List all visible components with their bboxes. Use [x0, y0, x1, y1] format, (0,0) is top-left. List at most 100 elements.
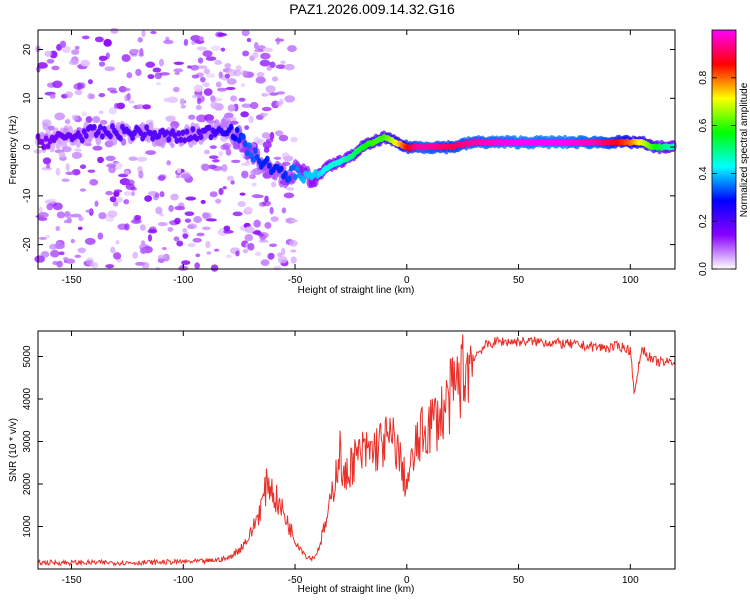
spectrogram-noise-blob — [105, 190, 114, 196]
spectrogram-ridge-cell — [142, 131, 148, 139]
spectrogram-noise-blob — [261, 132, 271, 139]
spectrogram-noise-blob — [215, 81, 222, 88]
spectrogram-noise-blob — [130, 219, 142, 224]
spectrogram-ridge-cell — [180, 129, 186, 136]
spectrogram-noise-blob — [193, 216, 203, 224]
spectrogram-noise-blob — [209, 191, 218, 198]
spectrogram-y-tick-label: 10 — [22, 92, 33, 104]
spectrogram-noise-blob — [37, 217, 48, 221]
spectrogram-noise-blob — [85, 209, 93, 213]
spectrogram-noise-blob — [281, 207, 287, 214]
spectrogram-noise-blob — [103, 38, 112, 47]
spectrogram-noise-blob — [247, 242, 255, 251]
spectrogram-noise-blob — [268, 92, 279, 96]
spectrogram-ridge-cell — [244, 149, 250, 157]
spectrogram-ridge-cell — [83, 132, 89, 139]
spectrogram-noise-blob — [139, 247, 147, 255]
spectrogram-noise-blob — [180, 104, 187, 109]
spectrogram-noise-blob — [140, 240, 146, 247]
spectrogram-marks — [33, 27, 677, 272]
snr-x-tick-label: -50 — [288, 575, 303, 586]
spectrogram-noise-blob — [237, 200, 246, 208]
spectrogram-noise-blob — [144, 195, 153, 202]
spectrogram-noise-blob — [161, 247, 167, 251]
spectrogram-ridge-cell — [266, 162, 272, 169]
spectrogram-noise-blob — [227, 104, 236, 112]
spectrogram-ridge-cell — [250, 156, 256, 163]
spectrogram-frame — [37, 29, 676, 270]
spectrogram-noise-blob — [214, 59, 223, 65]
spectrogram-noise-blob — [113, 189, 123, 193]
spectrogram-noise-blob — [278, 134, 289, 142]
spectrogram-noise-blob — [201, 163, 210, 172]
spectrogram-noise-blob — [200, 199, 206, 204]
spectrogram-noise-blob — [109, 90, 118, 94]
spectrogram-noise-blob — [209, 145, 217, 150]
spectrogram-noise-blob — [200, 76, 206, 83]
spectrogram-ridge-cell — [166, 136, 172, 143]
spectrogram-noise-blob — [210, 45, 221, 51]
spectrogram-noise-blob — [275, 130, 284, 137]
spectrogram-noise-blob — [202, 212, 210, 219]
spectrogram-y-tick-label: 0 — [22, 144, 33, 150]
spectrogram-noise-blob — [187, 223, 198, 230]
spectrogram-noise-blob — [49, 93, 56, 99]
spectrogram-noise-blob — [224, 73, 231, 79]
spectrogram-noise-blob — [158, 58, 165, 67]
spectrogram-noise-blob — [235, 250, 240, 257]
spectrogram-noise-blob — [68, 59, 79, 66]
spectrogram-y-label: Frequency (Hz) — [8, 116, 19, 185]
spectrogram-noise-blob — [248, 174, 255, 178]
spectrogram-noise-blob — [81, 111, 88, 117]
snr-line — [37, 334, 676, 567]
spectrogram-noise-blob — [41, 166, 53, 171]
colorbar-label: Normalized spectral amplitude — [739, 82, 750, 217]
spectrogram-noise-blob — [271, 181, 277, 188]
spectrogram-ridge-cell — [198, 133, 204, 141]
spectrogram-noise-blob — [230, 95, 238, 102]
spectrogram-noise-blob — [224, 63, 231, 69]
colorbar-tick-label: 0.0 — [698, 262, 709, 276]
spectrogram-noise-blob — [244, 226, 255, 234]
spectrogram-noise-blob — [269, 206, 274, 215]
spectrogram-noise-blob — [124, 94, 129, 102]
spectrogram-ridge-cell — [118, 135, 123, 142]
spectrogram-noise-blob — [182, 228, 188, 233]
spectrogram-noise-blob — [249, 101, 259, 110]
snr-y-label: SNR (10 * v/v) — [8, 418, 19, 482]
spectrogram-noise-blob — [51, 65, 60, 71]
spectrogram-noise-blob — [34, 255, 46, 263]
spectrogram-noise-blob — [123, 170, 130, 175]
snr-y-tick-label: 1000 — [22, 515, 33, 538]
spectrogram-ridge-cell — [91, 123, 97, 131]
snr-y-ticks: 1000 2000 3000 4000 5000 — [22, 345, 675, 538]
spectrogram-noise-blob — [188, 114, 196, 120]
spectrogram-noise-blob — [226, 175, 235, 182]
spectrogram-ridge-cell — [236, 137, 242, 144]
spectrogram-noise-blob — [241, 170, 249, 179]
spectrogram-noise-blob — [74, 45, 80, 50]
spectrogram-ridge-cell — [148, 129, 154, 137]
spectrogram-noise-blob — [98, 110, 104, 114]
spectrogram-noise-blob — [107, 210, 118, 218]
spectrogram-noise-blob — [287, 45, 297, 52]
spectrogram-ridge-cell — [188, 134, 194, 142]
spectrogram-noise-blob — [284, 95, 296, 103]
spectrogram-ridge-cell — [293, 173, 298, 181]
spectrogram-noise-blob — [147, 234, 153, 242]
spectrogram-x-tick-label: -100 — [173, 275, 193, 286]
spectrogram-noise-blob — [182, 233, 189, 239]
spectrogram-noise-blob — [255, 251, 262, 257]
spectrogram-noise-blob — [63, 219, 69, 224]
spectrogram-noise-blob — [92, 145, 103, 151]
spectrogram-ridge-cell — [234, 126, 240, 134]
spectrogram-noise-blob — [106, 163, 117, 168]
spectrogram-noise-blob — [262, 200, 272, 207]
spectrogram-noise-blob — [225, 86, 236, 91]
spectrogram-noise-blob — [203, 149, 210, 155]
spectrogram-noise-blob — [37, 212, 49, 219]
spectrogram-ridge-cell — [240, 133, 246, 140]
spectrogram-noise-blob — [284, 63, 295, 71]
spectrogram-noise-blob — [218, 187, 224, 196]
